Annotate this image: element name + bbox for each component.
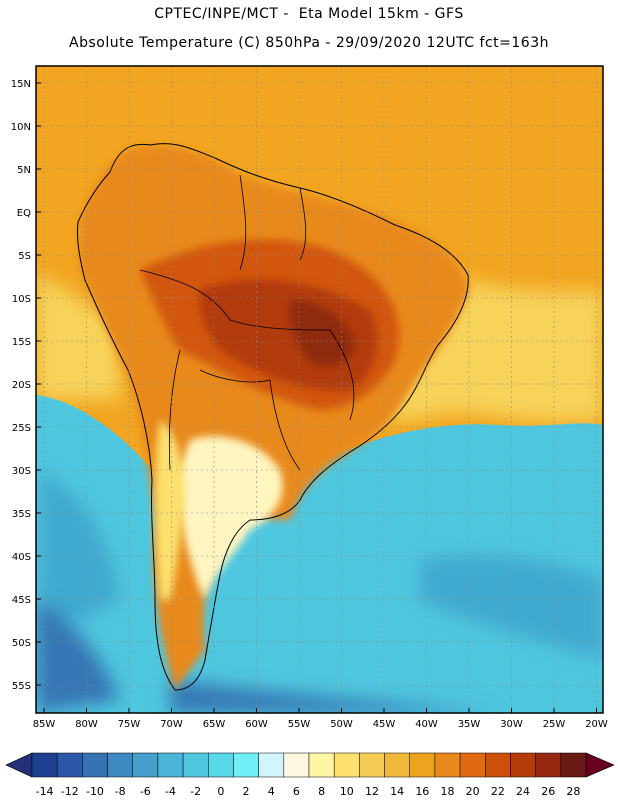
colorbar-swatch [82,752,108,778]
colorbar-swatch [283,752,310,778]
temperature-field [36,66,603,713]
lat-label: EQ [17,208,31,219]
lon-label: 50W [330,719,353,730]
colorbar-label: 0 [217,785,224,798]
colorbar: -14 -12 -10 -8 -6 -4 -2 0 2 4 6 8 10 12 14 16 18 20 22 24 26… [5,752,615,798]
map-frame [35,65,604,714]
colorbar-swatch [459,752,486,778]
lat-label: 45S [12,595,31,606]
lon-label: 30W [500,719,523,730]
colorbar-label: 6 [293,785,300,798]
colorbar-label: -8 [115,785,126,798]
lon-label: 55W [288,719,311,730]
colorbar-swatch [434,752,461,778]
colorbar-min-arrow [5,752,33,778]
lat-label: 5N [17,165,31,176]
colorbar-swatch [132,752,159,778]
colorbar-label: -10 [86,785,104,798]
colorbar-label: 16 [415,785,429,798]
lon-label: 80W [75,719,98,730]
field-land-hottest [289,300,355,366]
map-title-line2: Absolute Temperature (C) 850hPa - 29/09/… [69,35,549,51]
colorbar-swatch [157,752,184,778]
colorbar-label: 14 [390,785,404,798]
colorbar-label: -2 [190,785,201,798]
colorbar-swatch [182,752,209,778]
colorbar-label: 24 [516,785,530,798]
colorbar-label: 20 [466,785,480,798]
continent-coastline [77,143,469,691]
colorbar-label: 10 [340,785,354,798]
map-title-line1: CPTEC/INPE/MCT - Eta Model 15km - GFS [154,6,464,22]
colorbar-label: 26 [541,785,555,798]
colorbar-label: 4 [268,785,275,798]
lon-label: 35W [458,719,481,730]
colorbar-label: 2 [243,785,250,798]
lon-label: 20W [585,719,608,730]
field-land-pale [175,436,283,600]
colorbar-label: 28 [566,785,580,798]
longitude-labels: 85W 80W 75W 70W 65W 60W 55W 50W 45W 40W 35W 30W 25W 2… [33,708,608,730]
colorbar-swatch [485,752,511,778]
colorbar-label: -12 [61,785,79,798]
lat-label: 40S [12,552,31,563]
colorbar-label: 22 [491,785,505,798]
lon-label: 60W [245,719,268,730]
colorbar-max-arrow [585,752,615,778]
lon-label: 70W [160,719,183,730]
latitude-labels: 15N 10N 5N EQ 5S 10S 15S 20S 25S 30S 35S 40S 45S 50S 5… [11,79,41,692]
lon-label: 75W [118,719,141,730]
field-land-yellow [155,420,185,600]
lat-label: 20S [12,380,31,391]
colorbar-swatch [510,752,536,778]
lon-label: 25W [543,719,566,730]
colorbar-swatch [107,752,133,778]
colorbar-label: -14 [36,785,54,798]
colorbar-swatch [233,752,259,778]
colorbar-swatch [384,752,410,778]
lat-label: 10S [12,294,31,305]
field-ocean-cold-dark [40,470,603,660]
lat-label: 30S [12,466,31,477]
colorbar-swatch [560,752,587,778]
colorbar-swatch [258,752,285,778]
colorbar-label: 8 [318,785,325,798]
colorbar-swatch [409,752,436,778]
lat-label: 15S [12,337,31,348]
lon-label: 45W [373,719,396,730]
lon-label: 40W [415,719,438,730]
colorbar-swatch [31,752,58,778]
colorbar-swatch [333,752,360,778]
colorbar-label: -4 [165,785,176,798]
country-borders [139,174,355,471]
lon-label: 85W [33,719,56,730]
colorbar-swatch [535,752,562,778]
lon-label: 65W [203,719,226,730]
colorbar-swatch [208,752,234,778]
colorbar-label: 18 [441,785,455,798]
lat-label: 5S [18,251,31,262]
lat-label: 55S [12,681,31,692]
colorbar-label: -6 [140,785,151,798]
colorbar-swatch [308,752,335,778]
colorbar-swatch [359,752,385,778]
lat-label: 50S [12,638,31,649]
lat-label: 10N [11,122,31,133]
field-ocean-yellow-west [36,270,120,400]
lat-label: 35S [12,509,31,520]
field-ocean-very-cold [36,600,500,713]
lat-label: 15N [11,79,31,90]
lat-label: 25S [12,423,31,434]
colorbar-label: 12 [365,785,379,798]
colorbar-swatch [56,752,83,778]
